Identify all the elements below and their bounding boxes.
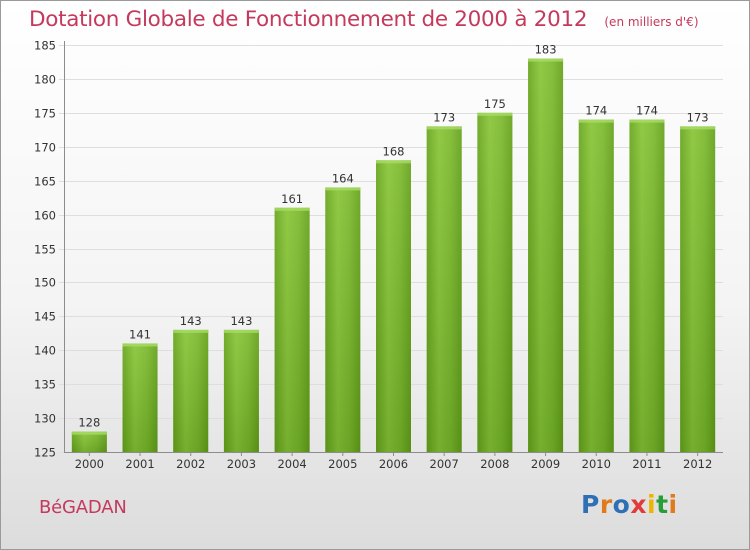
bar-shade [325, 187, 361, 452]
bar-shade [426, 126, 462, 453]
y-tick-label: 125 [34, 446, 56, 460]
x-tick-label: 2002 [176, 457, 205, 471]
axis-layer: 125 130 135 140 145 150 155 160 165 170 175 180 185 2… [34, 39, 723, 471]
bar-shade [376, 160, 411, 453]
bar-value-label: 183 [535, 43, 557, 57]
x-tick-label: 2010 [582, 457, 611, 471]
bar-value-label: 143 [230, 314, 252, 328]
bars-layer: 128 141 143 143 161 164 168 173 175 183 174 174 173 [71, 43, 716, 453]
y-tick-label: 185 [34, 39, 56, 53]
bar-shade [122, 343, 158, 452]
bar-top-highlight [528, 58, 564, 62]
x-tick-label: 2011 [632, 457, 661, 471]
y-tick-label: 160 [34, 209, 56, 223]
x-tick-label: 2009 [531, 457, 560, 471]
chart-header: Dotation Globale de Fonctionnement de 20… [29, 7, 699, 32]
y-tick-label: 180 [34, 73, 56, 87]
x-tick-label: 2004 [277, 457, 306, 471]
bar-top-highlight [274, 207, 310, 211]
bar-value-label: 174 [585, 104, 607, 118]
chart-title: Dotation Globale de Fonctionnement de 20… [29, 7, 588, 32]
bar-top-highlight [173, 329, 209, 333]
bar-value-label: 175 [484, 97, 506, 111]
bar-value-label: 141 [129, 327, 151, 341]
bar-top-highlight [578, 119, 614, 123]
x-tick-label: 2006 [379, 457, 408, 471]
logo-letter: r [599, 490, 613, 519]
y-tick-label: 155 [34, 243, 56, 257]
logo-letter: t [656, 490, 669, 519]
bar-top-highlight [376, 160, 411, 164]
y-tick-label: 170 [34, 141, 56, 155]
y-tick-label: 130 [34, 412, 56, 426]
x-tick-label: 2007 [430, 457, 459, 471]
bar-value-label: 164 [332, 171, 354, 185]
x-tick-label: 2000 [75, 457, 104, 471]
bar-top-highlight [477, 112, 513, 116]
y-tick-label: 165 [34, 175, 56, 189]
bar-shade [477, 112, 513, 452]
bar-shade [680, 126, 716, 453]
bar-top-highlight [325, 187, 361, 191]
bar-value-label: 128 [78, 416, 100, 430]
bar-value-label: 161 [281, 192, 303, 206]
bar-shade [274, 207, 310, 452]
bar-value-label: 143 [180, 314, 202, 328]
bar-shade [629, 119, 665, 452]
commune-name: BéGADAN [39, 497, 127, 518]
y-tick-label: 175 [34, 107, 56, 121]
bar-value-label: 173 [687, 110, 709, 124]
bar-top-highlight [629, 119, 665, 123]
bar-shade [528, 58, 564, 453]
x-tick-label: 2012 [683, 457, 712, 471]
bar-top-highlight [122, 343, 158, 347]
bar-shade [223, 329, 259, 452]
logo-letter: o [612, 490, 631, 519]
logo-letter: i [647, 490, 657, 519]
bar-top-highlight [223, 329, 259, 333]
bar-value-label: 168 [383, 144, 405, 158]
logo-letter: x [630, 490, 647, 519]
proxiti-logo: Proxiti [581, 490, 678, 519]
logo-letter: i [668, 490, 678, 519]
bar-shade [578, 119, 614, 452]
x-tick-label: 2008 [480, 457, 509, 471]
x-tick-label: 2001 [125, 457, 154, 471]
x-tick-label: 2003 [227, 457, 256, 471]
bar-shade [173, 329, 209, 452]
bar-value-label: 173 [433, 110, 455, 124]
y-tick-label: 150 [34, 276, 56, 290]
bar-top-highlight [71, 431, 107, 435]
chart-subtitle: (en milliers d'€) [604, 15, 699, 29]
y-tick-label: 140 [34, 344, 56, 358]
bar-value-label: 174 [636, 104, 658, 118]
logo-letter: P [581, 490, 600, 519]
y-tick-label: 145 [34, 310, 56, 324]
y-tick-label: 135 [34, 378, 56, 392]
bar-top-highlight [426, 126, 462, 130]
bar-shade [71, 431, 107, 452]
x-tick-label: 2005 [328, 457, 357, 471]
bar-top-highlight [680, 126, 716, 130]
